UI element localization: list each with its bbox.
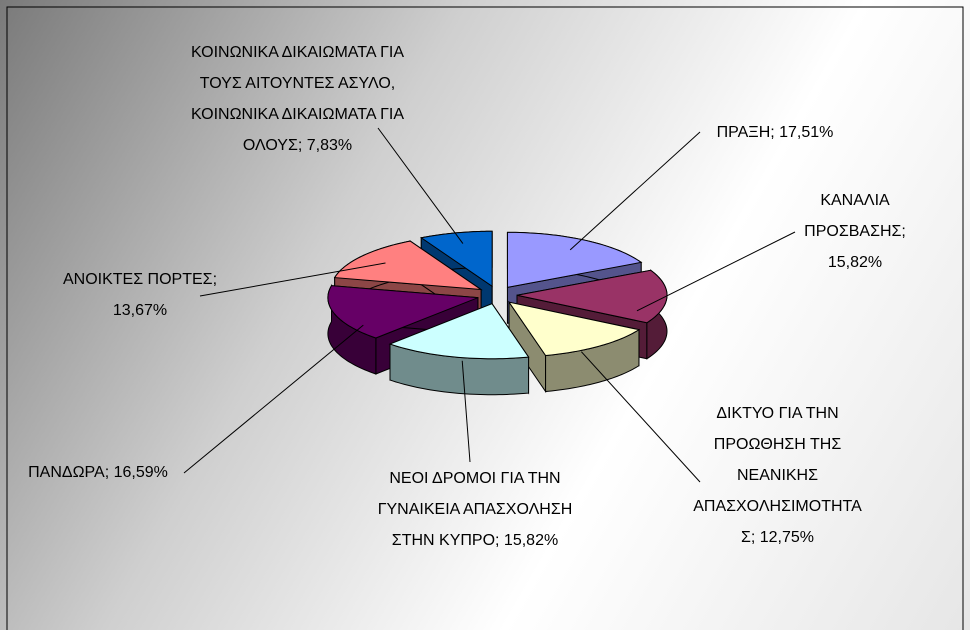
leader-line [183, 324, 364, 474]
slice-top [516, 269, 668, 324]
leader-line [377, 127, 464, 244]
leader-line [199, 262, 386, 297]
data-label: ΠΑΝΔΩΡΑ; 16,59% [28, 464, 168, 481]
slice-top [507, 301, 641, 357]
data-label: ΚΟΙΝΩΝΙΚΑ ΔΙΚΑΙΩΜΑΤΑ ΓΙΑ ΤΟΥΣ ΑΙΤΟΥΝΤΕΣ … [190, 44, 405, 154]
slice [507, 300, 641, 394]
slice-top [506, 231, 643, 288]
data-label: ΚΑΝΑΛΙΑ ΠΡΟΣΒΑΣΗΣ; 15,82% [804, 192, 906, 271]
data-label: ΑΝΟΙΚΤΕΣ ΠΟΡΤΕΣ; 13,67% [62, 271, 218, 319]
leader-line [636, 231, 796, 312]
slice-top [388, 303, 530, 360]
data-label: ΝΕΟΙ ΔΡΟΜΟΙ ΓΙΑ ΤΗΝ ΓΥΝΑΙΚΕΙΑ ΑΠΑΣΧΟΛΗΣΗ… [377, 470, 573, 549]
leader-line [461, 360, 471, 463]
data-label: ΔΙΚΤΥΟ ΓΙΑ ΤΗΝ ΠΡΟΩΘΗΣΗ ΤΗΣ ΝΕΑΝΙΚΗΣ ΑΠΑ… [693, 405, 862, 546]
leader-line [580, 351, 701, 483]
slice-top [327, 285, 479, 339]
slice [388, 302, 530, 396]
plot-border [6, 6, 964, 630]
leader-line [569, 131, 701, 251]
data-label: ΠΡΑΞΗ; 17,51% [716, 124, 834, 141]
